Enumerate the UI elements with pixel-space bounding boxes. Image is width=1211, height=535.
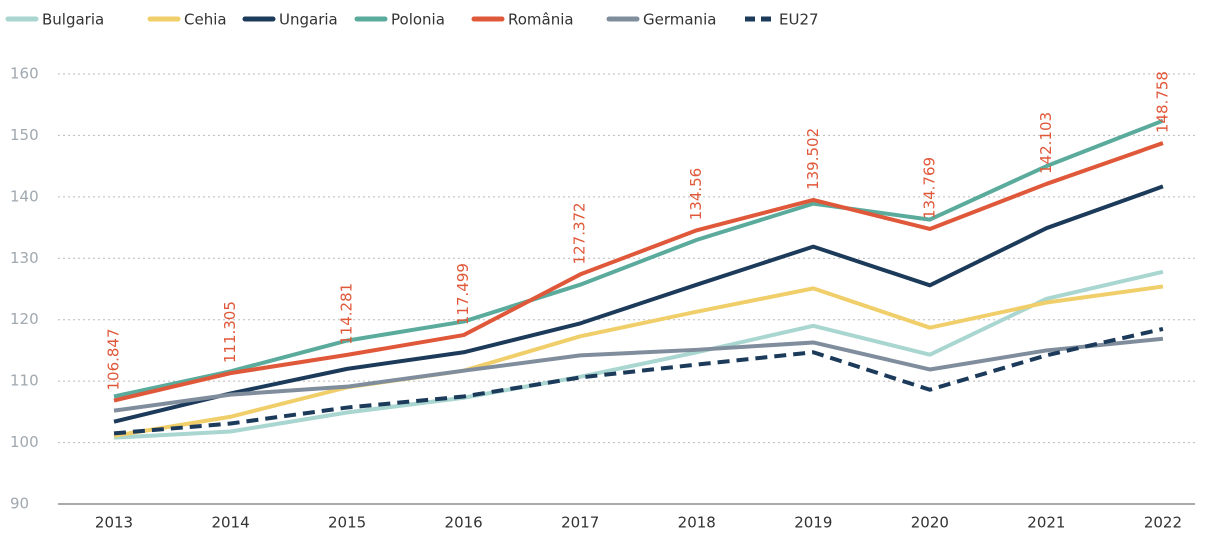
data-label: 111.305 (221, 301, 239, 363)
series-line (113, 326, 1164, 436)
legend-label: Ungaria (279, 11, 338, 29)
data-label: 148.758 (1153, 71, 1171, 133)
y-tick-label: 160 (10, 65, 39, 83)
data-label: 114.281 (338, 283, 356, 345)
legend-label: România (508, 11, 574, 29)
legend-label: Germania (643, 11, 716, 29)
y-tick-label: 150 (10, 126, 39, 144)
legend-label: Polonia (391, 11, 445, 29)
x-tick-label: 2021 (1027, 514, 1065, 532)
data-label: 142.103 (1037, 112, 1055, 174)
y-tick-label: 120 (10, 310, 39, 328)
series-line (113, 284, 1164, 438)
y-tick-label: 100 (10, 433, 39, 451)
data-label: 134.56 (687, 168, 705, 221)
x-tick-label: 2015 (328, 514, 366, 532)
y-tick-label: 130 (10, 249, 39, 267)
data-label: 127.372 (571, 202, 589, 264)
data-label: 117.499 (454, 263, 472, 325)
x-tick-label: 2019 (794, 514, 832, 532)
legend-label: Cehia (184, 11, 227, 29)
legend-label: Bulgaria (42, 11, 104, 29)
data-label: 134.769 (920, 157, 938, 219)
legend-label: EU27 (779, 11, 819, 29)
x-tick-label: 2014 (211, 514, 249, 532)
x-tick-label: 2013 (95, 514, 133, 532)
series-line (113, 336, 1164, 413)
series-line (113, 184, 1164, 424)
data-label: 139.502 (804, 128, 822, 190)
series-line (113, 118, 1164, 399)
y-tick-label: 110 (10, 372, 39, 390)
series-line (113, 141, 1164, 403)
y-tick-label: 140 (10, 187, 39, 205)
series-line (113, 269, 1164, 440)
data-label: 106.847 (105, 328, 123, 390)
x-tick-label: 2020 (911, 514, 949, 532)
x-tick-label: 2017 (561, 514, 599, 532)
x-tick-label: 2018 (678, 514, 716, 532)
x-tick-label: 2022 (1144, 514, 1182, 532)
x-tick-label: 2016 (445, 514, 483, 532)
y-tick-label: 90 (10, 495, 29, 513)
